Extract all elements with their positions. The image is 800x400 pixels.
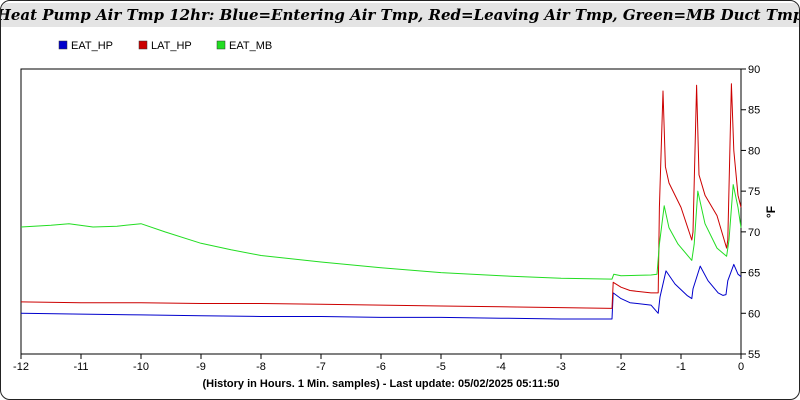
x-tick-label: -8 xyxy=(256,361,266,373)
y-tick-label: 90 xyxy=(748,64,760,76)
x-tick-label: -7 xyxy=(316,361,326,373)
x-tick-label: -4 xyxy=(496,361,506,373)
x-tick-label: -5 xyxy=(436,361,446,373)
legend-swatch xyxy=(216,40,226,50)
series-line-lat-hp xyxy=(20,83,742,309)
x-tick-label: -3 xyxy=(556,361,566,373)
x-tick-label: -6 xyxy=(376,361,386,373)
y-tick-label: 80 xyxy=(748,145,760,157)
title-background xyxy=(1,3,799,27)
y-axis-label: °F xyxy=(764,206,778,218)
x-axis-label: (History in Hours. 1 Min. samples) - Las… xyxy=(202,378,559,390)
y-axis: 55 60 65 70 75 80 85 90 xyxy=(741,64,760,361)
plot-area xyxy=(20,68,742,355)
legend-swatch xyxy=(138,40,148,50)
legend-label: EAT_HP xyxy=(71,40,113,52)
series-layer xyxy=(20,83,742,320)
x-tick-label: 0 xyxy=(738,361,744,373)
x-tick-label: -11 xyxy=(73,361,88,373)
x-axis: -12 -11 -10 -9 -8 -7 -6 -5 -4 -3 -2 -1 0 xyxy=(13,354,744,373)
y-tick-label: 85 xyxy=(748,105,760,117)
chart-title: Heat Pump Air Tmp 12hr: Blue=Entering Ai… xyxy=(1,6,799,24)
x-tick-label: -2 xyxy=(616,361,626,373)
y-tick-label: 55 xyxy=(748,349,760,361)
title-band: Heat Pump Air Tmp 12hr: Blue=Entering Ai… xyxy=(1,3,799,27)
x-tick-label: -12 xyxy=(13,361,29,373)
legend-swatch xyxy=(58,40,68,50)
legend-label: EAT_MB xyxy=(229,40,272,52)
x-tick-label: -9 xyxy=(196,361,206,373)
x-tick-label: -10 xyxy=(133,361,149,373)
legend-label: LAT_HP xyxy=(151,40,192,52)
y-tick-label: 65 xyxy=(748,268,760,280)
y-tick-label: 75 xyxy=(748,186,760,198)
x-tick-label: -1 xyxy=(676,361,686,373)
y-tick-label: 70 xyxy=(748,227,760,239)
series-line-eat-hp xyxy=(20,263,742,320)
legend: EAT_HP LAT_HP EAT_MB xyxy=(58,40,272,52)
series-line-eat-mb xyxy=(20,184,742,280)
y-tick-label: 60 xyxy=(748,308,760,320)
